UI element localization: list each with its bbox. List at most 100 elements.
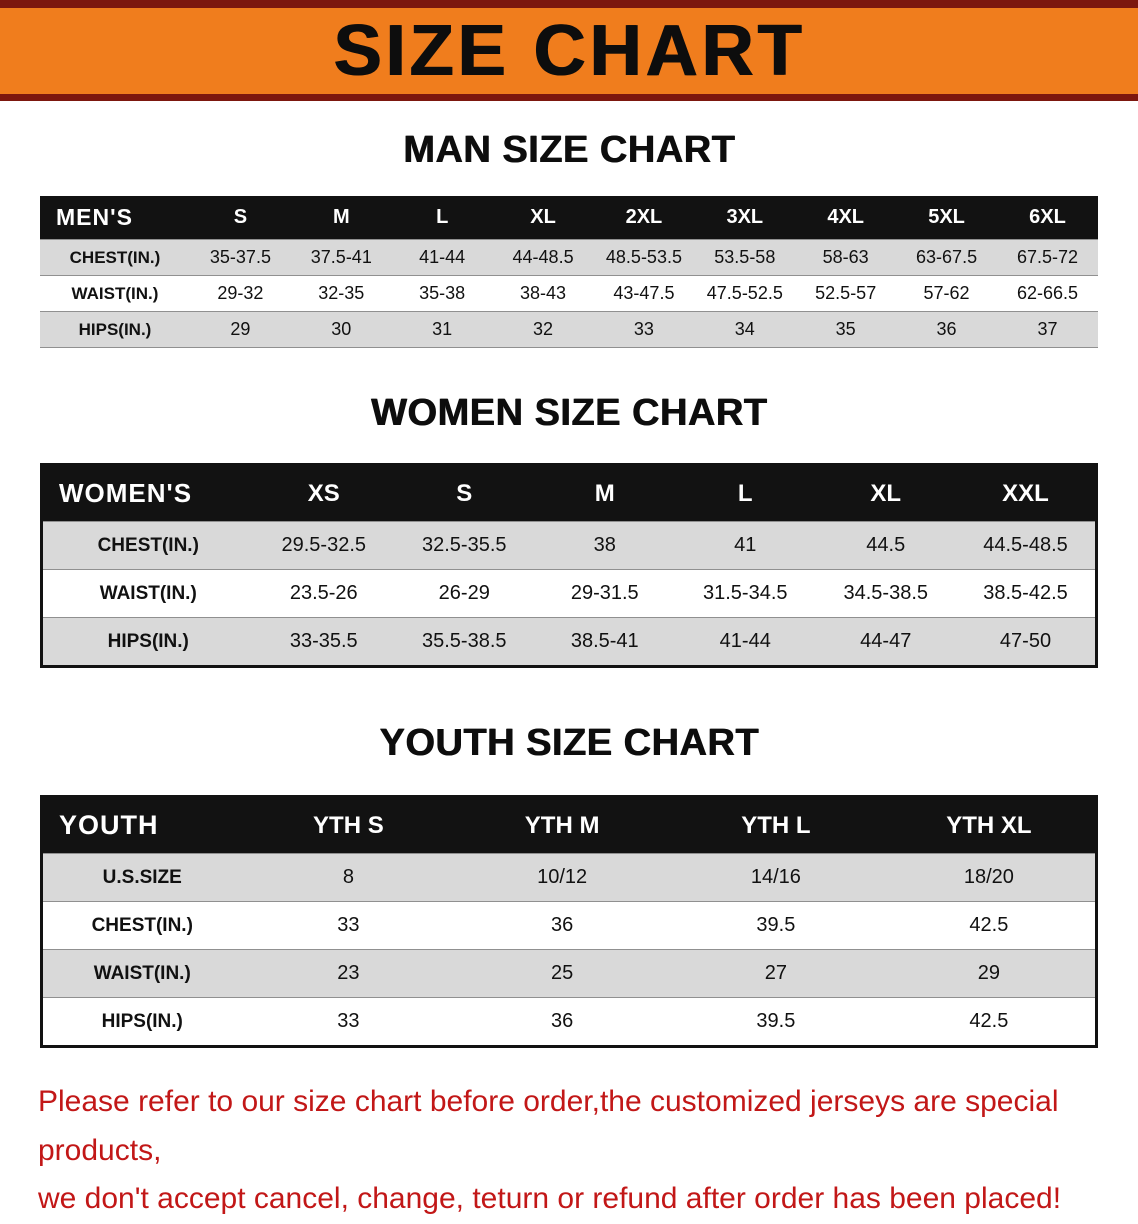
disclaimer-text: Please refer to our size chart before or…: [38, 1078, 1100, 1224]
value-cell: 27: [669, 949, 883, 998]
value-cell: 31: [391, 311, 493, 348]
value-cell: 33: [241, 997, 456, 1047]
row-label-cell: HIPS(IN.): [41, 617, 254, 667]
row-label-cell: CHEST(IN.): [41, 901, 242, 950]
value-cell: 44-48.5: [492, 239, 594, 276]
banner: SIZE CHART: [0, 0, 1138, 101]
header-row: WOMEN'S XS S M L XL XXL: [41, 464, 1097, 522]
size-header-cell: YTH S: [241, 796, 456, 854]
value-cell: 29: [882, 949, 1097, 998]
row-label-cell: WAIST(IN.): [41, 569, 254, 618]
value-cell: 10/12: [455, 853, 669, 902]
value-cell: 35-38: [391, 275, 493, 312]
value-cell: 14/16: [669, 853, 883, 902]
value-cell: 34: [694, 311, 796, 348]
value-cell: 36: [455, 901, 669, 950]
value-cell: 39.5: [669, 997, 883, 1047]
value-cell: 42.5: [882, 997, 1097, 1047]
value-cell: 57-62: [896, 275, 997, 312]
size-header-cell: S: [190, 196, 291, 240]
value-cell: 36: [455, 997, 669, 1047]
size-header-cell: 3XL: [694, 196, 796, 240]
table-title-cell: YOUTH: [41, 796, 242, 854]
value-cell: 29-31.5: [534, 569, 675, 618]
measurement-row: WAIST(IN.) 23 25 27 29: [41, 949, 1097, 998]
disclaimer-line-1: Please refer to our size chart before or…: [38, 1085, 1059, 1167]
value-cell: 38.5-41: [534, 617, 675, 667]
value-cell: 32.5-35.5: [394, 521, 535, 570]
value-cell: 8: [241, 853, 456, 902]
value-cell: 23: [241, 949, 456, 998]
value-cell: 42.5: [882, 901, 1097, 950]
value-cell: 35: [795, 311, 897, 348]
disclaimer-line-2: we don't accept cancel, change, teturn o…: [38, 1182, 1062, 1216]
value-cell: 29-32: [190, 275, 291, 312]
value-cell: 62-66.5: [997, 275, 1098, 312]
value-cell: 44.5: [815, 521, 956, 570]
men-size-table: MEN'S S M L XL 2XL 3XL 4XL 5XL 6XL CHEST(IN.) 35-37…: [40, 196, 1098, 348]
table-title-cell: WOMEN'S: [41, 464, 254, 522]
size-header-cell: YTH XL: [882, 796, 1097, 854]
size-header-cell: 5XL: [896, 196, 997, 240]
header-row: MEN'S S M L XL 2XL 3XL 4XL 5XL 6XL: [40, 196, 1098, 240]
value-cell: 35-37.5: [190, 239, 291, 276]
value-cell: 41: [675, 521, 816, 570]
size-header-cell: 2XL: [593, 196, 695, 240]
value-cell: 34.5-38.5: [815, 569, 956, 618]
value-cell: 32: [492, 311, 594, 348]
measurement-row: WAIST(IN.) 29-32 32-35 35-38 38-43 43-47.5 47.…: [40, 275, 1098, 312]
value-cell: 35.5-38.5: [394, 617, 535, 667]
man-size-chart-heading: MAN SIZE CHART: [402, 129, 736, 171]
value-cell: 52.5-57: [795, 275, 897, 312]
value-cell: 44-47: [815, 617, 956, 667]
value-cell: 25: [455, 949, 669, 998]
value-cell: 44.5-48.5: [956, 521, 1097, 570]
women-size-chart-heading: WOMEN SIZE CHART: [370, 392, 768, 434]
measurement-row: HIPS(IN.) 33-35.5 35.5-38.5 38.5-41 41-44 44-…: [41, 617, 1097, 667]
value-cell: 29.5-32.5: [253, 521, 394, 570]
size-header-cell: L: [391, 196, 493, 240]
size-header-cell: XL: [492, 196, 594, 240]
size-header-cell: S: [394, 464, 535, 522]
value-cell: 67.5-72: [997, 239, 1098, 276]
row-label-cell: U.S.SIZE: [41, 853, 242, 902]
row-label-cell: HIPS(IN.): [41, 997, 242, 1047]
women-size-table: WOMEN'S XS S M L XL XXL CHEST(IN.) 29.5-32.5 32.5…: [40, 463, 1098, 668]
row-label-cell: CHEST(IN.): [41, 521, 254, 570]
value-cell: 18/20: [882, 853, 1097, 902]
value-cell: 53.5-58: [694, 239, 796, 276]
size-header-cell: YTH M: [455, 796, 669, 854]
value-cell: 36: [896, 311, 997, 348]
value-cell: 37: [997, 311, 1098, 348]
row-label-cell: WAIST(IN.): [41, 949, 242, 998]
value-cell: 38-43: [492, 275, 594, 312]
row-label-cell: HIPS(IN.): [40, 311, 190, 348]
measurement-row: CHEST(IN.) 35-37.5 37.5-41 41-44 44-48.5 48.5…: [40, 239, 1098, 276]
value-cell: 63-67.5: [896, 239, 997, 276]
value-cell: 31.5-34.5: [675, 569, 816, 618]
size-header-cell: L: [675, 464, 816, 522]
header-row: YOUTH YTH S YTH M YTH L YTH XL: [41, 796, 1097, 854]
size-header-cell: XXL: [956, 464, 1097, 522]
row-label-cell: CHEST(IN.): [40, 239, 190, 276]
value-cell: 38.5-42.5: [956, 569, 1097, 618]
size-header-cell: M: [290, 196, 392, 240]
value-cell: 47-50: [956, 617, 1097, 667]
size-header-cell: XS: [253, 464, 394, 522]
value-cell: 32-35: [290, 275, 392, 312]
measurement-row: HIPS(IN.) 29 30 31 32 33 34 35 36 37: [40, 311, 1098, 348]
value-cell: 38: [534, 521, 675, 570]
youth-size-table: YOUTH YTH S YTH M YTH L YTH XL U.S.SIZE 8 10/12…: [40, 795, 1098, 1048]
row-label-cell: WAIST(IN.): [40, 275, 190, 312]
value-cell: 30: [290, 311, 392, 348]
value-cell: 37.5-41: [290, 239, 392, 276]
value-cell: 29: [190, 311, 291, 348]
youth-size-chart-heading: YOUTH SIZE CHART: [379, 722, 759, 764]
measurement-row: CHEST(IN.) 29.5-32.5 32.5-35.5 38 41 44.5 44.5…: [41, 521, 1097, 570]
size-header-cell: 6XL: [997, 196, 1098, 240]
value-cell: 33-35.5: [253, 617, 394, 667]
value-cell: 33: [593, 311, 695, 348]
value-cell: 58-63: [795, 239, 897, 276]
value-cell: 39.5: [669, 901, 883, 950]
value-cell: 33: [241, 901, 456, 950]
